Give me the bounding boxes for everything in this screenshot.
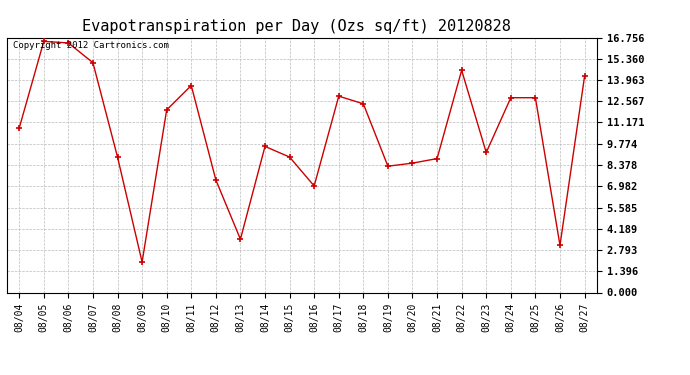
Text: Evapotranspiration per Day (Ozs sq/ft) 20120828: Evapotranspiration per Day (Ozs sq/ft) 2… [82, 19, 511, 34]
Text: Copyright 2012 Cartronics.com: Copyright 2012 Cartronics.com [13, 41, 168, 50]
